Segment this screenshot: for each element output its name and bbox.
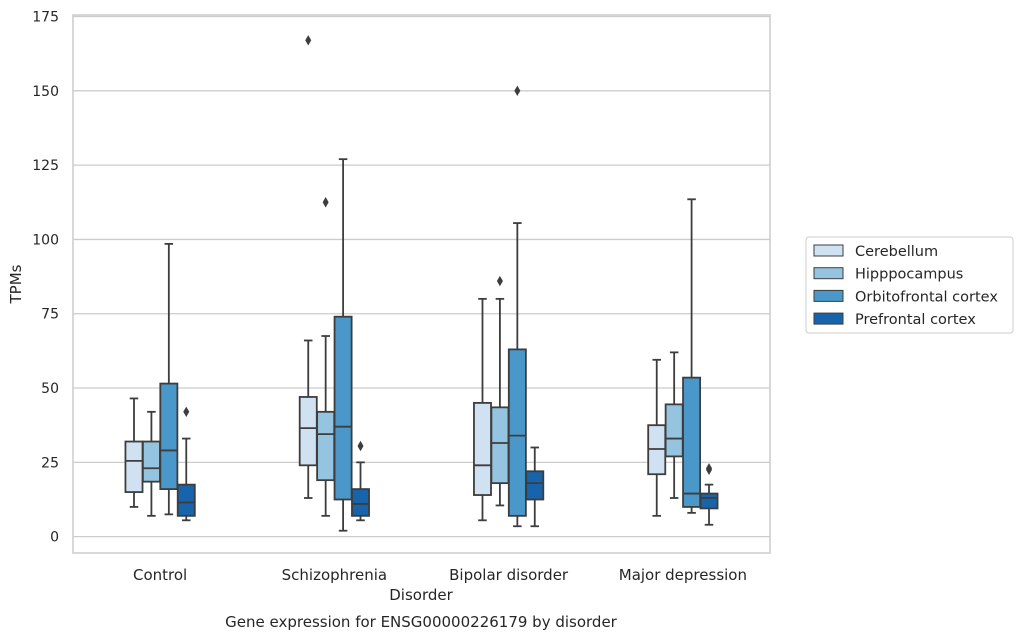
chart-caption: Gene expression for ENSG00000226179 by d… — [225, 613, 618, 631]
outlier-point — [357, 440, 364, 452]
legend-swatch — [813, 244, 844, 257]
outlier-point — [183, 406, 190, 418]
iqr-box — [682, 376, 702, 508]
outlier-point — [305, 35, 312, 46]
x-axis-ticks: Control Schizophrenia Bipolar disorder Majo… — [133, 566, 747, 584]
y-tick-label: 0 — [50, 530, 59, 546]
legend-label: Hipppocampus — [855, 267, 963, 283]
x-tick-label: Schizophrenia — [282, 566, 387, 584]
box-prefrontal-cortex — [525, 446, 545, 528]
iqr-box — [525, 470, 545, 501]
outlier-point — [496, 275, 503, 287]
y-tick-label: 50 — [41, 381, 59, 397]
box-prefrontal-cortex — [351, 440, 370, 522]
y-tick-label: 150 — [32, 84, 59, 100]
box-cerebellum — [124, 397, 144, 508]
iqr-box — [351, 488, 370, 517]
gridlines — [73, 15, 770, 538]
iqr-box — [333, 315, 353, 501]
iqr-box — [664, 403, 684, 458]
outlier-point — [706, 463, 713, 474]
iqr-box — [507, 348, 527, 517]
plot-frame — [72, 14, 771, 554]
y-tick-label: 25 — [41, 455, 59, 471]
legend: Cerebellum Hipppocampus Orbitofrontal cort… — [805, 236, 1014, 334]
box-hipppocampus — [490, 275, 510, 507]
legend-label: Prefrontal cortex — [855, 312, 976, 328]
plot-area — [72, 14, 771, 554]
iqr-box — [699, 492, 719, 510]
y-tick-label: 100 — [32, 232, 59, 248]
boxes — [124, 35, 719, 532]
y-axis-ticks: 0 25 50 75 100 125 150 175 — [32, 9, 59, 545]
box-cerebellum — [647, 358, 667, 517]
iqr-box — [141, 440, 161, 483]
outlier-point — [514, 85, 521, 96]
iqr-box — [298, 396, 318, 467]
x-tick-label: Control — [133, 566, 187, 584]
y-tick-label: 175 — [32, 9, 59, 25]
legend-entries: Cerebellum Hipppocampus Orbitofrontal cort… — [813, 244, 998, 328]
x-tick-label: Major depression — [619, 566, 747, 584]
outlier-point — [322, 197, 329, 208]
legend-frame — [805, 236, 1014, 334]
y-axis-label: TPMs — [7, 264, 25, 304]
box-prefrontal-cortex — [176, 406, 196, 522]
iqr-box — [159, 382, 179, 490]
y-tick-label: 75 — [41, 307, 59, 323]
legend-label: Orbitofrontal cortex — [855, 289, 998, 305]
y-tick-label: 125 — [32, 158, 59, 174]
box-orbitofrontal-cortex — [333, 158, 353, 532]
iqr-box — [176, 483, 196, 517]
legend-swatch — [813, 289, 844, 302]
x-tick-label: Bipolar disorder — [449, 566, 569, 584]
box-orbitofrontal-cortex — [159, 242, 179, 516]
box-prefrontal-cortex — [699, 463, 719, 526]
iqr-box — [473, 401, 492, 496]
x-axis-label: Disorder — [389, 586, 453, 604]
iqr-box — [316, 410, 336, 482]
iqr-box — [490, 406, 510, 485]
box-cerebellum — [298, 35, 318, 499]
box-orbitofrontal-cortex — [507, 85, 527, 528]
iqr-box — [124, 440, 144, 493]
legend-swatch — [813, 312, 844, 325]
legend-label: Cerebellum — [855, 244, 938, 260]
box-orbitofrontal-cortex — [682, 198, 702, 514]
legend-swatch — [813, 267, 844, 280]
